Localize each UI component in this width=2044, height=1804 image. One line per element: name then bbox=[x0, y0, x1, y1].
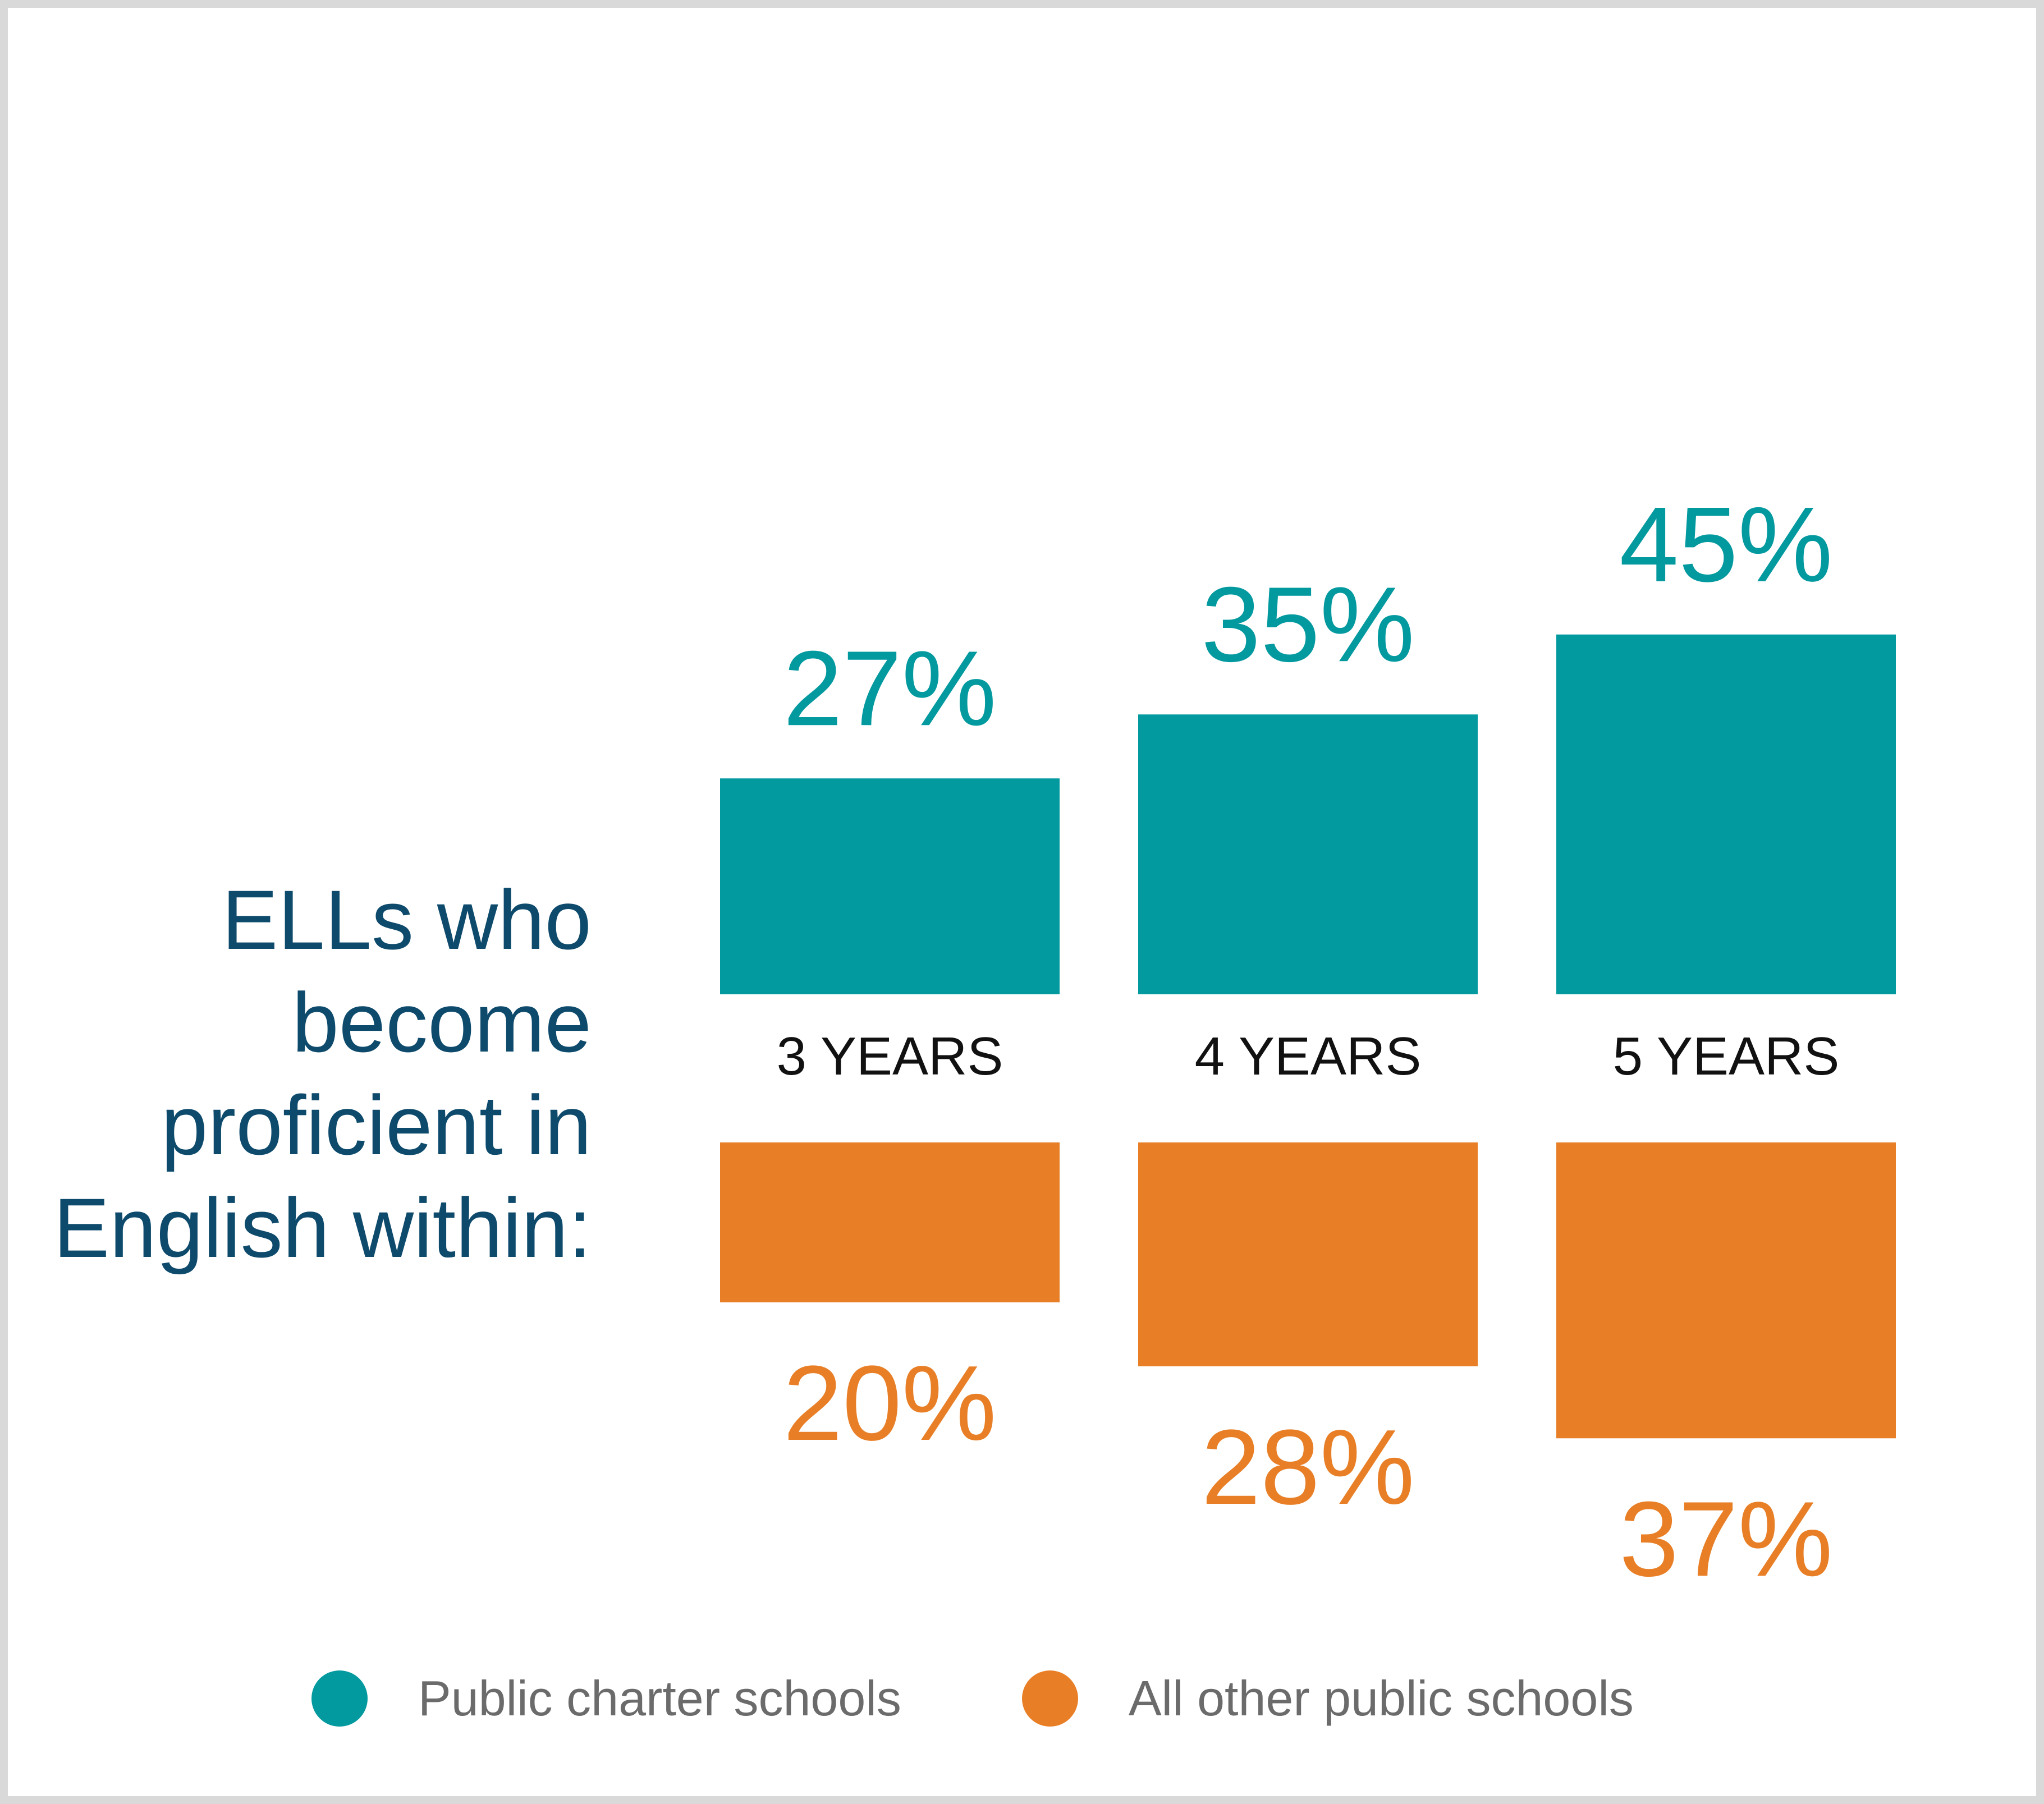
value-label-charter-4-years: 35% bbox=[1201, 565, 1414, 684]
bar-other-5-years bbox=[1556, 1142, 1896, 1439]
legend-swatch-orange bbox=[1021, 1670, 1078, 1727]
value-label-other-3-years: 20% bbox=[783, 1344, 996, 1463]
value-label-other-5-years: 37% bbox=[1619, 1480, 1832, 1599]
category-label-5-years: 5 YEARS bbox=[1613, 1026, 1840, 1086]
legend-item-other: All other public schools bbox=[1021, 1670, 1634, 1727]
value-label-charter-5-years: 45% bbox=[1619, 485, 1832, 604]
chart-question-label: ELLs who become proficient in English wi… bbox=[53, 873, 592, 1275]
bar-other-4-years bbox=[1138, 1142, 1478, 1366]
bar-charter-3-years bbox=[720, 778, 1060, 994]
legend-label-charter: Public charter schools bbox=[418, 1670, 901, 1726]
category-label-3-years: 3 YEARS bbox=[777, 1026, 1003, 1086]
legend: Public charter schools All other public … bbox=[311, 1668, 1634, 1729]
category-label-4-years: 4 YEARS bbox=[1195, 1026, 1422, 1086]
value-label-other-4-years: 28% bbox=[1201, 1408, 1414, 1527]
legend-swatch-teal bbox=[311, 1670, 368, 1727]
value-label-charter-3-years: 27% bbox=[783, 629, 996, 748]
bar-charter-4-years bbox=[1138, 714, 1478, 994]
legend-item-charter: Public charter schools bbox=[311, 1670, 901, 1727]
legend-label-other: All other public schools bbox=[1128, 1670, 1634, 1726]
bar-other-3-years bbox=[720, 1142, 1060, 1302]
bar-charter-5-years bbox=[1556, 634, 1896, 994]
